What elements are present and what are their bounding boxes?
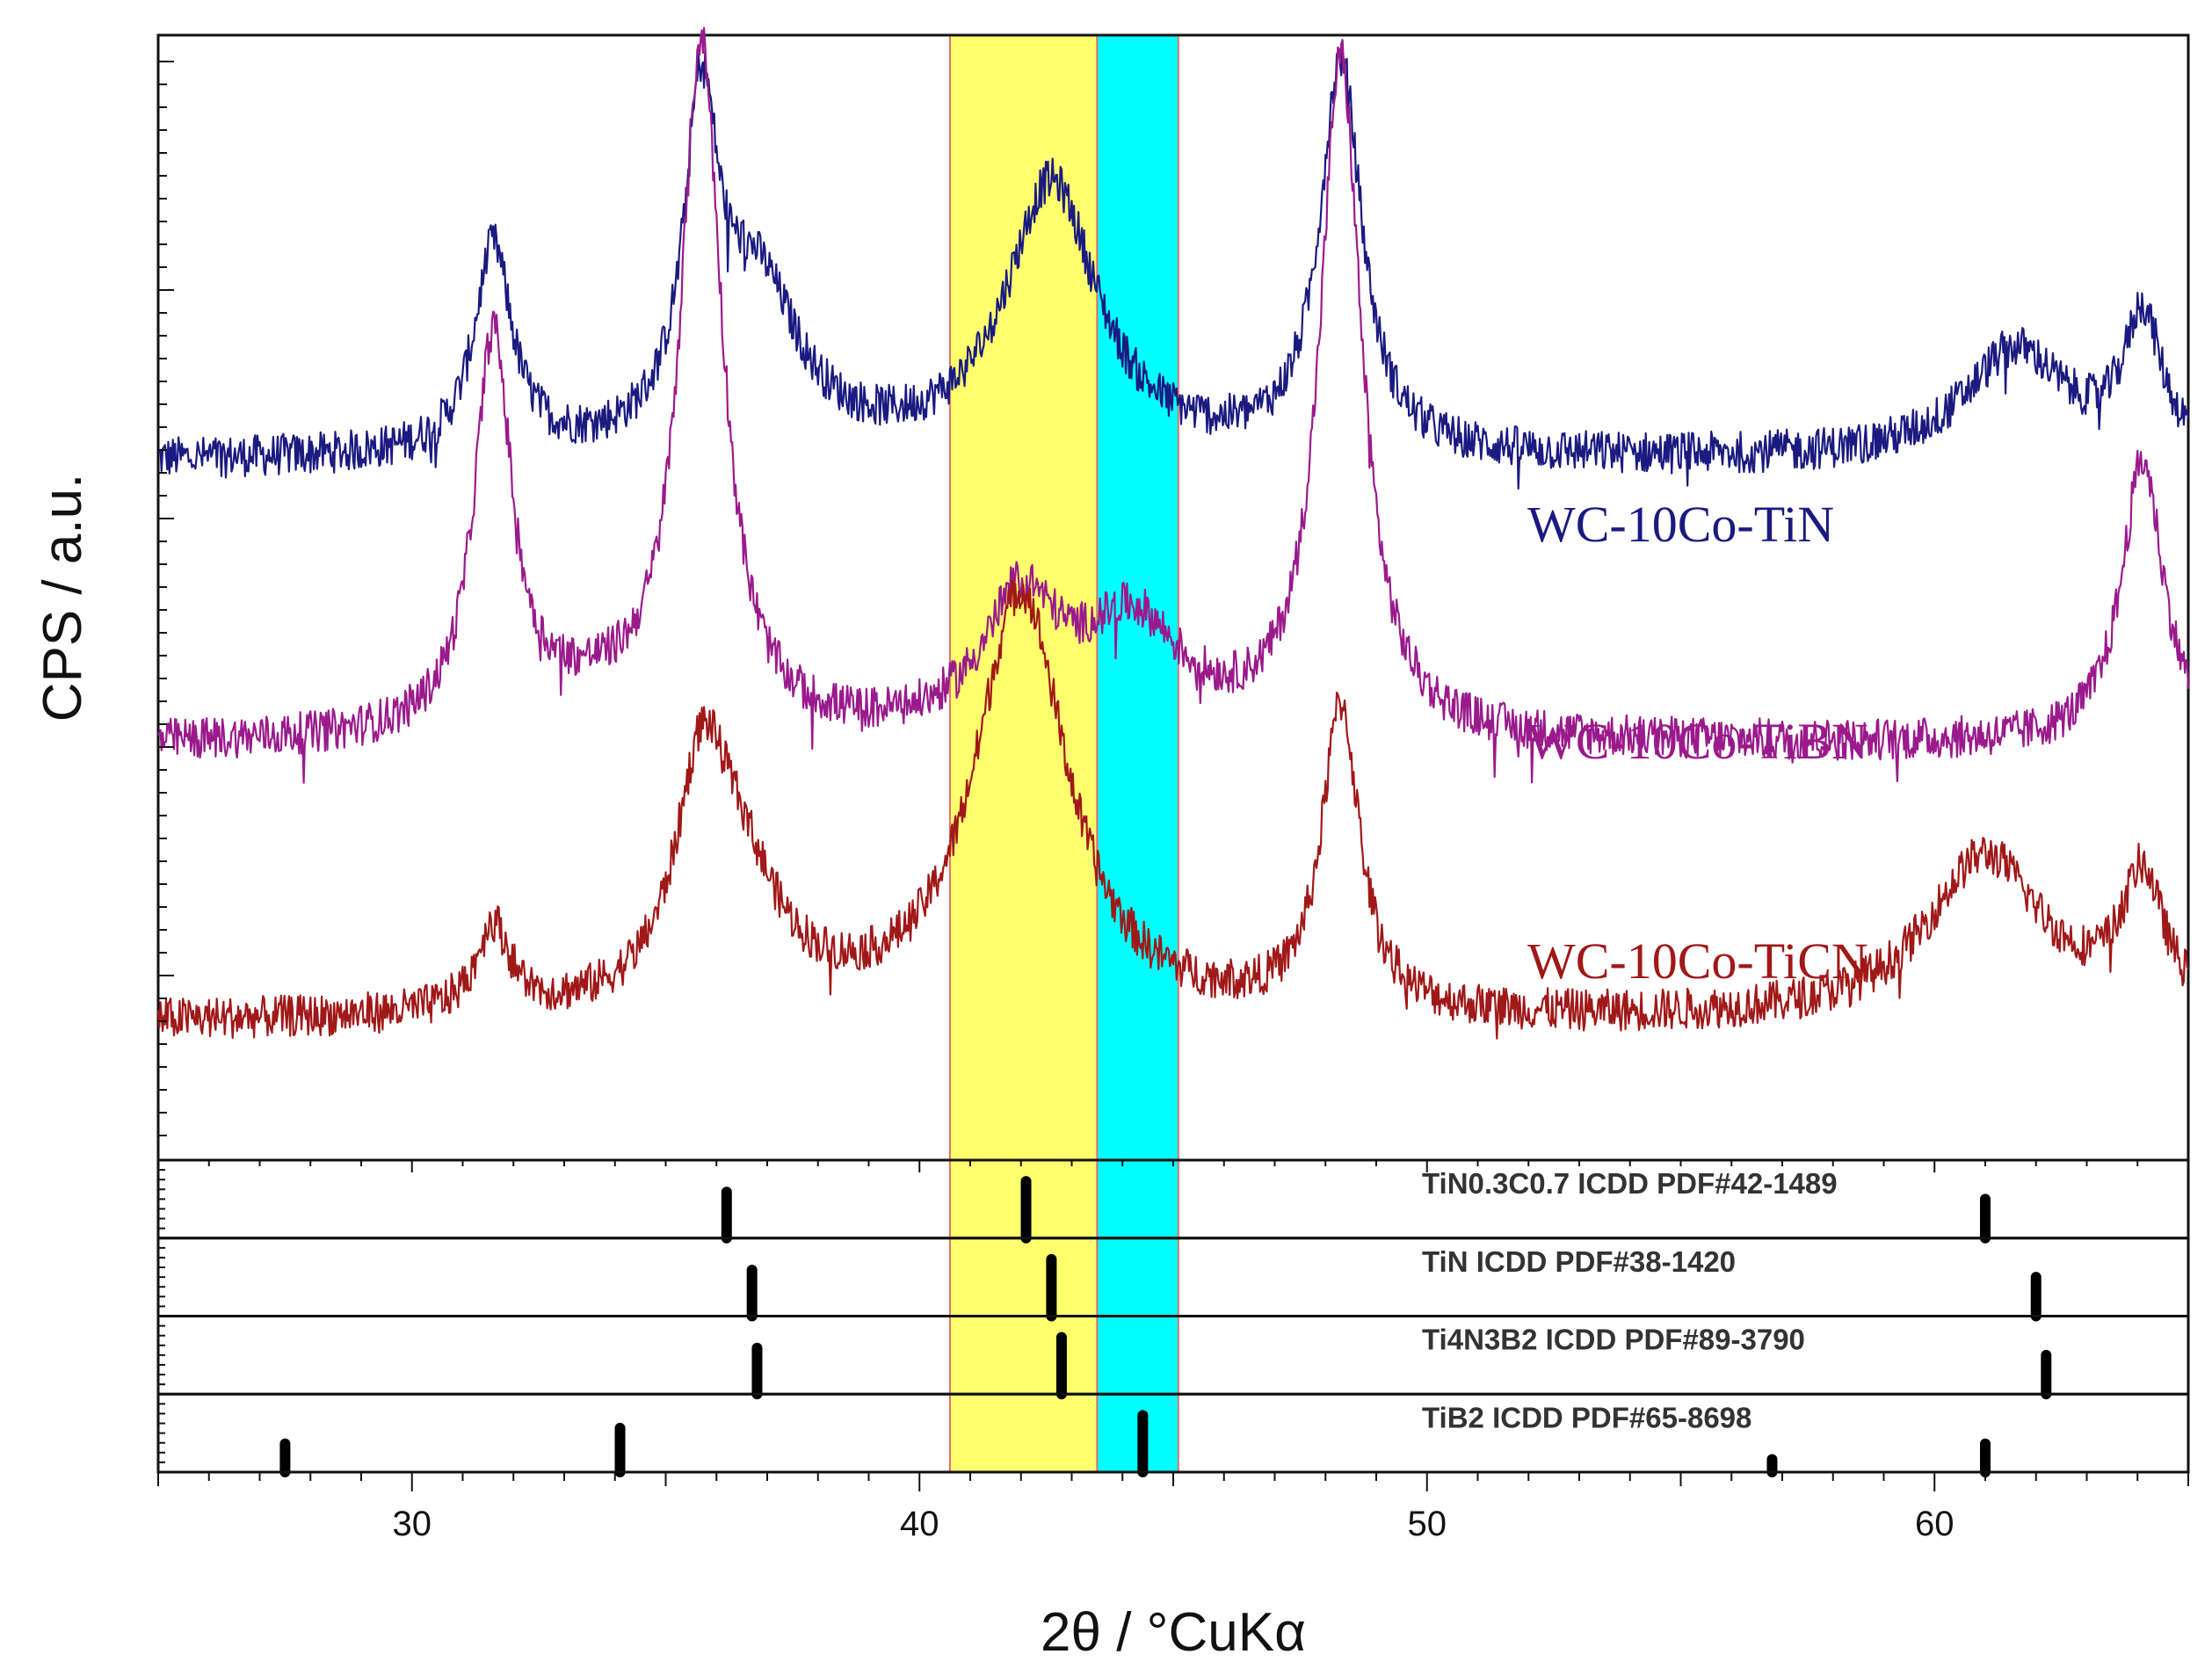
- ref-label-0: TiN0.3C0.7 ICDD PDF#42-1489: [1422, 1167, 1838, 1200]
- ref-label-1: TiN ICDD PDF#38-1420: [1422, 1245, 1736, 1278]
- series-line-1: [157, 26, 2190, 784]
- y-axis-title: CPS / a.u.: [33, 474, 93, 722]
- series-label-ticn: WC-10Co-TiCN: [1527, 932, 1868, 990]
- series-line-0: [157, 39, 2190, 490]
- x-tick-label: 30: [393, 1505, 432, 1543]
- x-axis-title: 2θ / °CuKα: [1041, 1602, 1306, 1663]
- series-layer: [156, 26, 2190, 1040]
- yellow-band: [948, 34, 1099, 1473]
- x-tick-label: 40: [900, 1505, 939, 1543]
- series-line-2: [156, 579, 2190, 1040]
- ref-label-2: Ti4N3B2 ICDD PDF#89-3790: [1422, 1324, 1805, 1356]
- x-tick-label: 60: [1915, 1505, 1955, 1543]
- series-label-tin: WC-10Co-TiN: [1527, 496, 1834, 553]
- series-label-tibn: WC-10Co-TiBN: [1527, 713, 1868, 770]
- ref-label-3: TiB2 ICDD PDF#65-8698: [1422, 1401, 1751, 1433]
- x-tick-label: 50: [1408, 1505, 1447, 1543]
- cyan-band: [1096, 34, 1179, 1473]
- ticks-layer: 30 40 50 60: [157, 61, 2189, 1543]
